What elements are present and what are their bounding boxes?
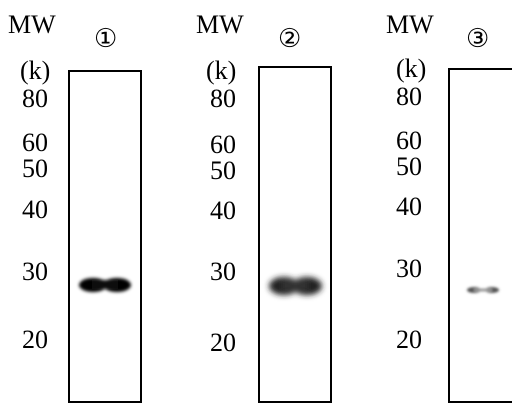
protein-band [79,278,131,292]
mw-label: MW [8,10,56,39]
blot-panel-1: MW ① (k) 80 60 50 40 30 20 [0,0,160,403]
marker-80: 80 [210,84,236,113]
panel-number: ③ [466,24,490,54]
lane [68,70,142,403]
marker-50: 50 [210,156,236,185]
marker-40: 40 [396,192,422,221]
marker-40: 40 [210,196,236,225]
protein-band [269,277,322,295]
marker-20: 20 [396,325,422,354]
marker-50: 50 [22,154,48,183]
marker-30: 30 [22,257,48,286]
marker-50: 50 [396,152,422,181]
lane [258,66,332,403]
panel-number: ② [278,24,302,54]
mw-label: MW [196,10,244,39]
unit-label: (k) [206,56,237,85]
marker-20: 20 [210,328,236,357]
blot-panel-3: MW ③ (k) 80 60 50 40 30 20 [362,0,512,403]
marker-60: 60 [396,126,422,155]
marker-80: 80 [396,82,422,111]
lane [448,68,512,403]
marker-60: 60 [210,130,236,159]
marker-20: 20 [22,325,48,354]
marker-30: 30 [210,257,236,286]
marker-60: 60 [22,128,48,157]
protein-band [467,287,499,293]
mw-label: MW [386,10,434,39]
marker-30: 30 [396,254,422,283]
unit-label: (k) [396,54,427,83]
blot-panel-2: MW ② (k) 80 60 50 40 30 20 [178,0,348,403]
marker-80: 80 [22,84,48,113]
marker-40: 40 [22,195,48,224]
unit-label: (k) [20,56,51,85]
panel-number: ① [94,24,118,54]
